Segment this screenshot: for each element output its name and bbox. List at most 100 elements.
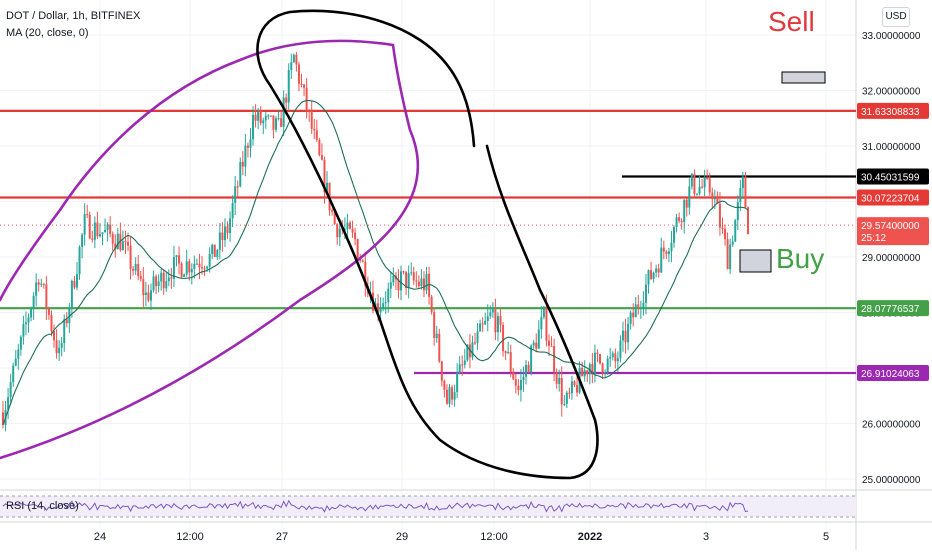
- candle-body: [609, 357, 612, 359]
- candle-body: [91, 238, 94, 240]
- candle-body: [201, 267, 204, 269]
- candle-body: [417, 281, 420, 286]
- candle-body: [670, 242, 673, 252]
- candle-body: [652, 272, 655, 279]
- candle-body: [680, 220, 683, 223]
- sell-marker-box: [781, 71, 826, 84]
- candle-body: [744, 176, 747, 208]
- currency-button[interactable]: USD: [882, 7, 910, 27]
- candle-body: [287, 69, 290, 103]
- candle-body: [655, 268, 658, 273]
- candle-body: [9, 382, 12, 398]
- candle-body: [30, 308, 33, 318]
- candle-body: [591, 364, 594, 375]
- candle-body: [280, 118, 283, 127]
- candle-body: [711, 192, 714, 200]
- candle-body: [451, 387, 454, 400]
- candle-body: [109, 224, 112, 234]
- candle-body: [351, 228, 354, 233]
- price-axis: 33.00000000 32.00000000 31.00000000 29.0000…: [857, 31, 929, 486]
- buy-marker-box: [739, 249, 772, 273]
- candle-body: [264, 115, 267, 121]
- candle-body: [104, 229, 107, 233]
- candle-body: [73, 280, 76, 288]
- candle-body: [596, 352, 599, 354]
- candle-body: [606, 358, 609, 372]
- candle-body: [226, 226, 229, 234]
- candle-body: [160, 272, 163, 282]
- candle-body: [420, 278, 423, 286]
- candle-body: [667, 251, 670, 255]
- candle-body: [111, 233, 114, 244]
- candle-body: [491, 309, 494, 313]
- candle-body: [644, 284, 647, 303]
- candle-body: [185, 261, 188, 275]
- candle-body: [257, 111, 260, 121]
- candle-body: [657, 268, 660, 273]
- candle-body: [193, 263, 196, 269]
- candle-body: [348, 222, 351, 229]
- candle-body: [586, 370, 589, 375]
- candle-body: [188, 261, 191, 273]
- candle-body: [703, 177, 706, 188]
- candle-body: [397, 279, 400, 291]
- candle-body: [137, 263, 140, 277]
- candle-body: [32, 295, 35, 309]
- candle-body: [688, 186, 691, 208]
- candle-body: [389, 282, 392, 289]
- candle-body: [718, 203, 721, 228]
- candle-body: [157, 281, 160, 287]
- candle-body: [336, 224, 339, 238]
- candle-body: [223, 226, 226, 241]
- candle-body: [269, 115, 272, 117]
- price-label: 30.07223704: [861, 193, 920, 204]
- candle-body: [331, 210, 334, 212]
- candle-body: [430, 296, 433, 313]
- price-label-badge: [857, 102, 929, 119]
- candle-body: [678, 217, 681, 221]
- symbol-label[interactable]: DOT / Dollar, 1h, BITFINEX: [6, 10, 141, 22]
- candle-body: [195, 263, 198, 265]
- candle-body: [471, 342, 474, 358]
- candle-body: [262, 120, 265, 124]
- candle-body: [428, 273, 431, 297]
- candle-body: [40, 283, 43, 285]
- x-tick-label: 3: [703, 531, 709, 543]
- candle-body: [45, 284, 48, 309]
- candle-body: [124, 241, 127, 243]
- candle-body: [553, 346, 556, 373]
- candle-body: [489, 312, 492, 317]
- x-tick-label: 2022: [578, 531, 602, 543]
- candle-body: [285, 97, 288, 103]
- candle-body: [134, 263, 137, 271]
- candle-body: [244, 145, 247, 167]
- candle-body: [19, 336, 22, 350]
- candle-body: [593, 352, 596, 375]
- candle-body: [739, 187, 742, 203]
- candle-body: [662, 247, 665, 252]
- candle-body: [81, 234, 84, 248]
- candle-body: [433, 312, 436, 338]
- candle-body: [570, 381, 573, 394]
- candle-body: [614, 353, 617, 362]
- price-label: 28.07776537: [861, 304, 920, 315]
- ma-line: [2, 100, 749, 426]
- price-label-badge: [857, 189, 929, 206]
- candle-body: [729, 244, 732, 270]
- candle-body: [315, 130, 318, 140]
- candle-body: [747, 207, 749, 235]
- x-tick-label: 12:00: [480, 531, 508, 543]
- candle-body: [675, 217, 678, 228]
- candle-body: [86, 214, 89, 216]
- candle-body: [486, 316, 489, 322]
- price-label: 26.91024063: [861, 369, 920, 380]
- rsi-indicator-label[interactable]: RSI (14, close): [6, 500, 79, 512]
- candle-body: [650, 270, 653, 279]
- candle-body: [563, 403, 566, 405]
- candle-body: [35, 282, 38, 296]
- ma-indicator-label[interactable]: MA (20, close, 0): [6, 27, 89, 39]
- candle-body: [660, 247, 663, 273]
